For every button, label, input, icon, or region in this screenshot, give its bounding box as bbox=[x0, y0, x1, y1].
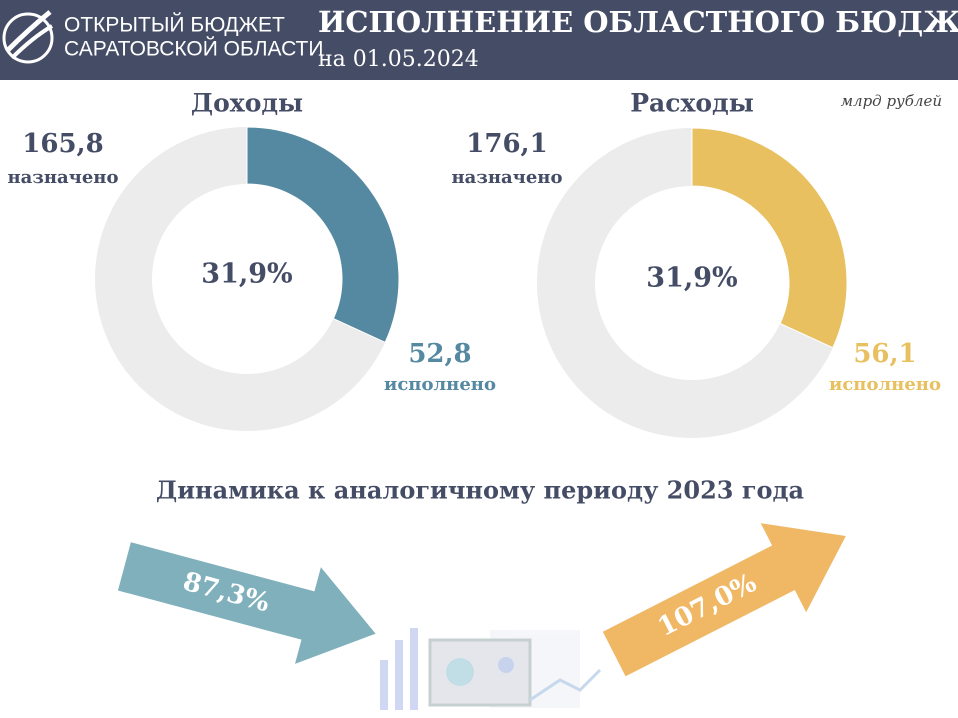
donut-title: Доходы bbox=[191, 89, 303, 118]
donut-segment bbox=[691, 127, 848, 349]
dynamics-title: Динамика к аналогичному периоду 2023 год… bbox=[156, 476, 804, 505]
category-label: назначено bbox=[8, 167, 119, 188]
header-bar bbox=[0, 0, 958, 80]
value-label: 165,8 bbox=[22, 129, 103, 159]
category-label: исполнено bbox=[829, 374, 941, 395]
illustration bbox=[380, 628, 602, 710]
center-label: 31,9% bbox=[201, 259, 292, 290]
arrow-shape bbox=[117, 542, 376, 664]
category-label: назначено bbox=[452, 167, 563, 188]
arrow-shape bbox=[602, 523, 846, 677]
logo bbox=[2, 10, 54, 64]
trend-arrow: 87,3% bbox=[117, 542, 376, 664]
donut-title: Расходы bbox=[630, 89, 754, 118]
brand-line: ОТКРЫТЫЙ БЮДЖЕТ bbox=[64, 13, 285, 37]
trend-arrow: 107,0% bbox=[602, 523, 846, 677]
value-label: 56,1 bbox=[853, 339, 916, 369]
donut-segment bbox=[246, 126, 400, 344]
value-label: 52,8 bbox=[408, 339, 471, 369]
category-label: исполнено bbox=[384, 374, 496, 395]
unit-note: млрд рублей bbox=[841, 92, 942, 110]
value-label: 176,1 bbox=[466, 129, 547, 159]
brand-line: САРАТОВСКОЙ ОБЛАСТИ bbox=[64, 37, 323, 61]
header-title: ИСПОЛНЕНИЕ ОБЛАСТНОГО БЮДЖЕТА bbox=[318, 5, 958, 39]
header-subtitle: на 01.05.2024 bbox=[318, 47, 479, 72]
center-label: 31,9% bbox=[646, 263, 737, 294]
